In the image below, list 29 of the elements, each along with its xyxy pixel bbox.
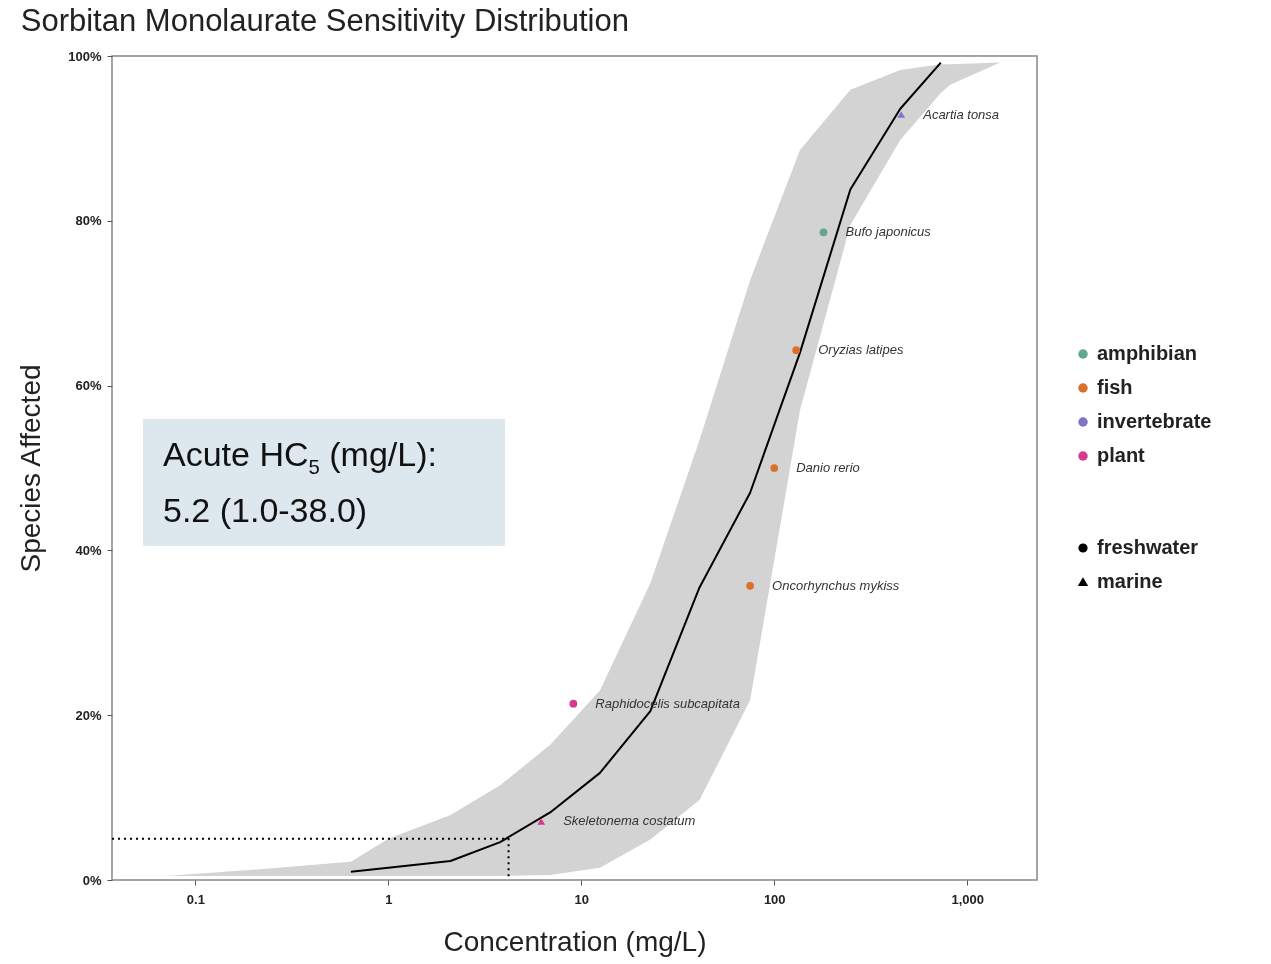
x-tick-label: 100 — [763, 891, 786, 907]
legend-label: freshwater — [1097, 536, 1199, 558]
annotation: Acute HC$_{5}$ (mg/L): — [163, 434, 438, 480]
y-tick-label: 0% — [82, 872, 102, 888]
y-tick-label: 100% — [68, 48, 102, 64]
y-axis-title: Species Affected — [15, 364, 47, 573]
y-tick-label: 20% — [75, 707, 102, 723]
legend-label: fish — [1097, 376, 1133, 398]
annotation: Oncorhynchus mykiss — [772, 577, 900, 593]
x-tick-label: 1 — [385, 891, 393, 907]
annotation: 5.2 (1.0-38.0) — [163, 489, 369, 531]
x-tick-label: 1,000 — [951, 891, 984, 907]
x-axis-title: Concentration (mg/L) — [443, 925, 707, 957]
y-tick-label: 60% — [75, 378, 102, 394]
annotation: Bufo japonicus — [845, 224, 932, 240]
annotation: Oryzias latipes — [818, 342, 904, 358]
chart-title: Sorbitan Monolaurate Sensitivity Distribution — [20, 3, 629, 38]
legend-label: marine — [1097, 570, 1163, 592]
x-tick-label: 0.1 — [186, 891, 205, 907]
y-tick-label: 80% — [75, 213, 102, 229]
x-tick-label: 10 — [574, 891, 589, 907]
annotation: Danio rerio — [796, 460, 860, 475]
y-tick-label: 40% — [75, 542, 102, 558]
legend-label: plant — [1097, 444, 1146, 466]
note-box: Acute HC$_{5}$ (mg/L): 5.2 (1.0-38.0) — [143, 419, 505, 546]
legend-label: invertebrate — [1097, 410, 1212, 432]
annotation: Acartia tonsa — [922, 106, 1000, 122]
annotation: Skeletonema costatum — [563, 813, 696, 829]
legend-label: amphibian — [1097, 342, 1198, 364]
